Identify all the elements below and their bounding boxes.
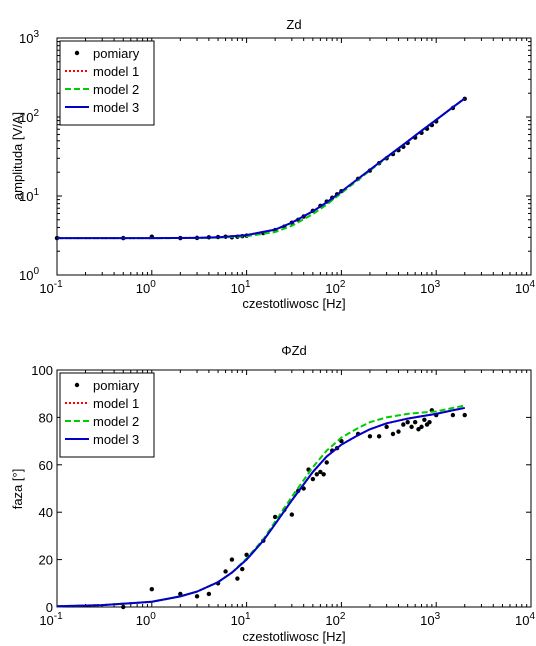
legend-item: pomiary: [74, 378, 140, 393]
legend-item: model 1: [65, 64, 139, 79]
y-tick-label: 60: [39, 458, 53, 473]
data-point: [321, 472, 326, 477]
x-axis-label: czestotliwosc [Hz]: [242, 629, 345, 644]
legend-item: model 3: [65, 432, 139, 447]
legend-item: model 2: [65, 82, 139, 97]
y-tick-label: 40: [39, 505, 53, 520]
x-tick-label: 10-1: [39, 611, 63, 628]
data-point: [401, 422, 406, 427]
y-tick-label: 0: [46, 600, 53, 615]
data-point: [405, 419, 410, 425]
y-tick-labels: 100 101 102 103: [19, 29, 39, 283]
legend-marker: [74, 50, 80, 56]
x-tick-label: 101: [231, 611, 251, 628]
y-tick-label: 102: [19, 108, 39, 125]
data-point: [422, 417, 427, 422]
data-point: [149, 587, 154, 592]
data-point: [412, 419, 418, 425]
y-axis-label: faza [°]: [10, 469, 25, 510]
data-point: [376, 434, 382, 439]
data-point: [272, 514, 278, 520]
x-tick-label: 10-1: [39, 279, 63, 296]
data-point: [235, 576, 240, 581]
data-point: [223, 569, 228, 574]
series-layer: [54, 96, 467, 241]
x-tick-label: 100: [136, 279, 156, 296]
data-point: [390, 431, 396, 437]
data-point: [240, 566, 245, 572]
legend-label: pomiary: [93, 378, 140, 393]
legend-label: model 1: [93, 396, 139, 411]
x-tick-label: 101: [231, 279, 251, 296]
y-tick-label: 100: [31, 363, 53, 378]
x-tick-labels: 10-1 100 101 102 103 104: [39, 279, 535, 296]
legend-item: pomiary: [74, 46, 140, 61]
data-point: [244, 552, 249, 558]
data-point: [416, 427, 421, 432]
data-point: [194, 594, 200, 599]
legend-item: model 3: [65, 100, 139, 115]
x-tick-label: 102: [325, 279, 345, 296]
legend-label: model 1: [93, 64, 139, 79]
legend-label: model 2: [93, 414, 139, 429]
y-tick-label: 103: [19, 29, 39, 46]
y-tick-label: 20: [39, 553, 53, 568]
y-tick-label: 100: [19, 266, 39, 283]
x-tick-label: 100: [136, 611, 156, 628]
data-point: [462, 412, 467, 418]
x-tick-label: 104: [515, 279, 535, 296]
legend-label: model 2: [93, 82, 139, 97]
legend: pomiary model 1 model 2 model 3: [59, 372, 155, 458]
x-tick-label: 104: [515, 611, 535, 628]
series-pomiary: [121, 408, 467, 610]
legend-label: pomiary: [93, 46, 140, 61]
x-tick-label: 103: [420, 611, 440, 628]
legend-item: model 1: [65, 396, 139, 411]
series-layer: [56, 404, 467, 610]
data-point: [409, 424, 414, 430]
legend-box: [59, 372, 155, 458]
legend-label: model 3: [93, 100, 139, 115]
axis-ticks: [56, 38, 532, 276]
chart-title: Zd: [286, 17, 301, 32]
data-point: [229, 557, 235, 562]
data-point: [384, 424, 389, 430]
series-line-model-3: [57, 97, 466, 240]
data-point: [310, 476, 316, 482]
data-point: [427, 419, 432, 425]
phase-chart: ΦZd 10-1 100 101 102 103 104 0 20 40 60 80 100 cze…: [10, 343, 535, 644]
legend-marker: [74, 382, 80, 388]
series-line-model-2: [56, 404, 465, 608]
legend-box: [59, 40, 155, 126]
data-point: [324, 460, 329, 465]
data-point: [339, 438, 344, 444]
data-point: [419, 424, 424, 430]
y-axis-label: amplituda [V/A]: [10, 112, 25, 200]
y-tick-label: 101: [19, 187, 39, 204]
data-point: [450, 412, 456, 418]
data-point: [289, 512, 295, 517]
y-tick-labels: 0 20 40 60 80 100: [31, 363, 53, 615]
data-point: [396, 429, 401, 434]
data-point: [318, 469, 323, 475]
x-axis-label: czestotliwosc [Hz]: [242, 296, 345, 311]
x-tick-label: 102: [325, 611, 345, 628]
x-tick-labels: 10-1 100 101 102 103 104: [39, 611, 535, 628]
legend-label: model 3: [93, 432, 139, 447]
y-tick-label: 80: [39, 410, 53, 425]
series-line-model-3: [56, 406, 465, 608]
data-point: [367, 434, 373, 439]
x-tick-label: 103: [420, 279, 440, 296]
data-point: [121, 604, 126, 610]
legend-item: model 2: [65, 414, 139, 429]
data-point: [206, 591, 212, 597]
legend: pomiary model 1 model 2 model 3: [59, 40, 155, 126]
chart-title: ΦZd: [281, 343, 307, 358]
data-point: [314, 472, 319, 477]
